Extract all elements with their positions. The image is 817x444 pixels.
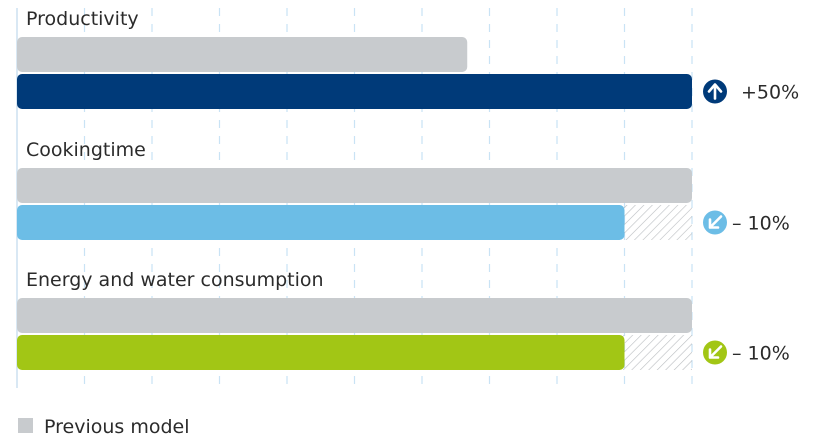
bar-current-model xyxy=(17,335,625,370)
legend-swatch xyxy=(18,418,33,433)
category-label: Productivity xyxy=(26,8,139,30)
bar-previous-model xyxy=(17,298,692,333)
bar-previous-model xyxy=(17,37,468,72)
bar-previous-model xyxy=(17,168,692,203)
category-label: Energy and water consumption xyxy=(26,269,324,291)
change-label: – 10% xyxy=(732,343,790,365)
change-label: – 10% xyxy=(732,213,790,235)
reduction-hatch xyxy=(620,335,692,370)
legend-label: Previous model xyxy=(44,416,190,438)
bars xyxy=(17,37,692,370)
arrow-up-glyph xyxy=(707,83,723,100)
bar-current-model xyxy=(17,205,625,240)
arrow-down-glyph xyxy=(708,215,723,229)
arrow-down-glyph xyxy=(708,345,723,359)
reduction-hatch xyxy=(620,205,692,240)
change-indicators: +50% – 10% – 10% xyxy=(703,79,799,365)
category-label: Cookingtime xyxy=(26,139,146,161)
bar-current-model xyxy=(17,74,692,109)
change-label: +50% xyxy=(741,82,799,104)
category-labels: Productivity Cookingtime Energy and water … xyxy=(26,8,324,291)
legend: Previous model xyxy=(18,416,190,438)
